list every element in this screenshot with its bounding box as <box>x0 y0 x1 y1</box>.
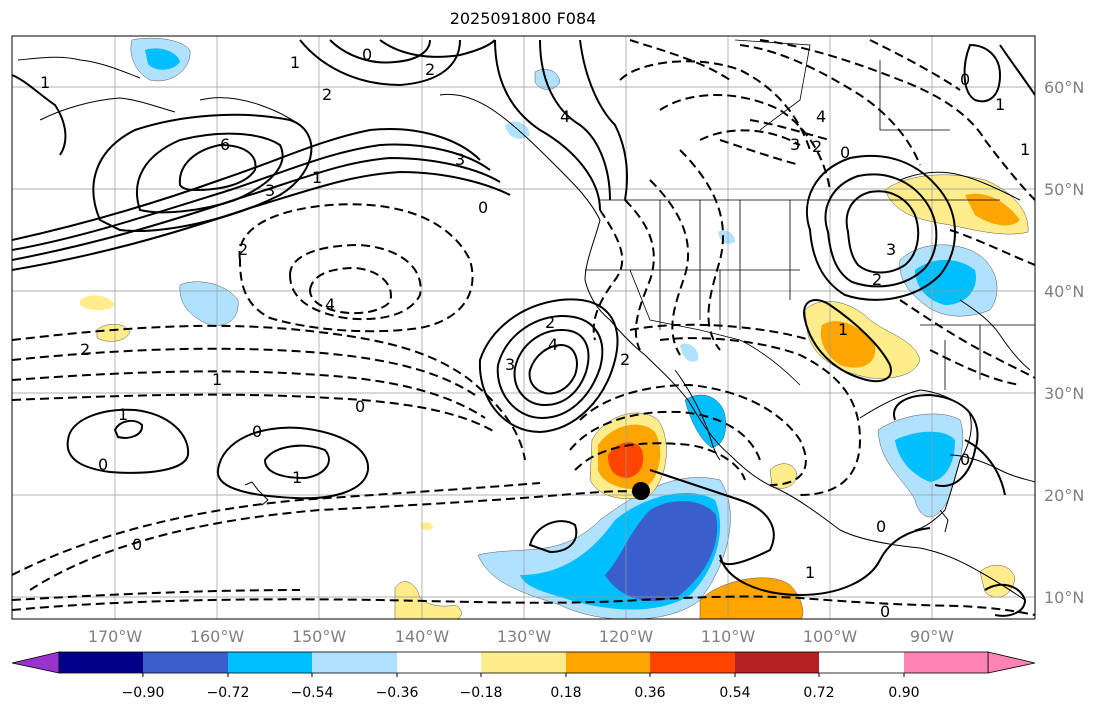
colorbar-tick-label: 0.72 <box>803 685 834 701</box>
contour-label: 2 <box>620 350 630 369</box>
latitude-labels: 60°N 50°N 40°N 30°N 20°N 10°N <box>1044 78 1084 607</box>
contour-label: 1 <box>118 405 128 424</box>
colorbar-tick-label: 0.36 <box>634 685 665 701</box>
colorbar-cell <box>397 652 481 673</box>
colorbar-cell <box>312 652 397 673</box>
contour-label: 0 <box>876 517 886 536</box>
contour-label: 0 <box>252 422 262 441</box>
lon-label: 130°W <box>497 627 552 646</box>
map-title: 2025091800 F084 <box>449 9 597 28</box>
lat-label: 30°N <box>1044 384 1084 403</box>
colorbar-extend-high <box>987 651 1036 674</box>
colorbar: −0.90 −0.72 −0.54 −0.36 −0.18 0.18 0.36 0.54 0.7… <box>11 651 1036 701</box>
lat-label: 60°N <box>1044 78 1084 97</box>
contour-label: 2 <box>80 340 90 359</box>
colorbar-tick-label: 0.18 <box>550 685 581 701</box>
longitude-labels: 170°W 160°W 150°W 140°W 130°W 120°W 110°… <box>88 627 954 646</box>
colorbar-tick-label: −0.36 <box>376 685 419 701</box>
colorbar-tick-label: −0.90 <box>122 685 165 701</box>
lon-label: 160°W <box>190 627 245 646</box>
contour-label: 1 <box>312 168 322 187</box>
contour-label: 1 <box>292 468 302 487</box>
map-frame <box>11 35 1036 620</box>
contour-label: 2 <box>872 270 882 289</box>
lat-label: 20°N <box>1044 486 1084 505</box>
colorbar-tick-label: 0.90 <box>888 685 919 701</box>
lat-label: 40°N <box>1044 282 1084 301</box>
colorbar-extend-low <box>11 651 60 674</box>
coastlines <box>17 56 1035 601</box>
lon-label: 140°W <box>395 627 450 646</box>
colorbar-tick-label: 0.54 <box>719 685 750 701</box>
contour-label: 2 <box>425 60 435 79</box>
contour-label: 1 <box>40 73 50 92</box>
contour-label: 0 <box>960 70 970 89</box>
contour-label: 3 <box>455 150 465 169</box>
contour-label: 2 <box>545 313 555 332</box>
contour-label: 2 <box>238 240 248 259</box>
contour-label: 4 <box>816 107 826 126</box>
contour-label: 3 <box>265 181 275 200</box>
contour-label: 3 <box>886 240 896 259</box>
colorbar-cell <box>566 652 650 673</box>
storm-center-marker <box>632 482 650 500</box>
colorbar-cell <box>481 652 566 673</box>
contour-label: 0 <box>355 397 365 416</box>
contour-labels: 0 1 2 3 4 6 0 1 2 3 4 1 2 4 3 2 0 1 0 1 … <box>40 45 1030 621</box>
colorbar-cell <box>143 652 228 673</box>
contour-label: 2 <box>812 137 822 156</box>
contour-label: 0 <box>132 535 142 554</box>
contour-label: 0 <box>840 143 850 162</box>
colorbar-cell <box>735 652 819 673</box>
colorbar-tick-label: −0.72 <box>207 685 250 701</box>
contour-label: 1 <box>290 53 300 72</box>
lon-label: 150°W <box>292 627 347 646</box>
shaded-anomalies <box>80 37 1029 619</box>
colorbar-cell <box>228 652 312 673</box>
colorbar-tick-label: −0.18 <box>460 685 503 701</box>
contour-label: 1 <box>805 563 815 582</box>
positive-anomaly-baja-core <box>608 442 644 478</box>
colorbar-cell <box>650 652 735 673</box>
contour-label: 1 <box>212 370 222 389</box>
negative-contours <box>12 39 1035 616</box>
contour-label: 0 <box>880 602 890 621</box>
negative-anomaly-tropical-pacific-core <box>605 500 718 602</box>
contour-label: 6 <box>220 135 230 154</box>
lon-label: 90°W <box>910 627 954 646</box>
colorbar-cell <box>904 652 988 673</box>
contour-label: 4 <box>548 335 558 354</box>
lat-label: 10°N <box>1044 588 1084 607</box>
lon-label: 170°W <box>88 627 143 646</box>
lat-label: 50°N <box>1044 180 1084 199</box>
positive-contours <box>12 39 1035 617</box>
contour-label: 0 <box>98 455 108 474</box>
contour-label: 1 <box>1020 140 1030 159</box>
contour-label: 3 <box>790 135 800 154</box>
contour-label: 1 <box>838 320 848 339</box>
contour-label: 0 <box>362 45 372 64</box>
contour-label: 2 <box>322 85 332 104</box>
contour-label: 0 <box>960 450 970 469</box>
contour-label: 0 <box>478 198 488 217</box>
lon-label: 120°W <box>599 627 654 646</box>
contour-label: 1 <box>995 95 1005 114</box>
lon-label: 110°W <box>701 627 756 646</box>
political-borders <box>585 39 1035 390</box>
colorbar-tick-label: −0.54 <box>291 685 334 701</box>
positive-anomaly-east-pacific <box>699 577 804 619</box>
contour-label: 4 <box>325 295 335 314</box>
contour-label: 3 <box>505 355 515 374</box>
contour-label: 4 <box>560 107 570 126</box>
lon-label: 100°W <box>803 627 858 646</box>
colorbar-cell <box>59 652 143 673</box>
